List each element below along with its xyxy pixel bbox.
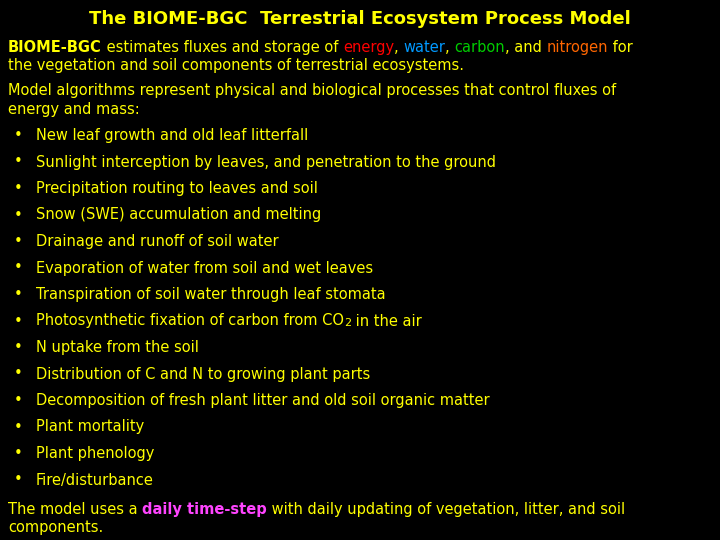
Text: energy: energy	[343, 40, 394, 55]
Text: components.: components.	[8, 520, 103, 535]
Text: ,: ,	[394, 40, 403, 55]
Text: 2: 2	[344, 318, 351, 327]
Text: New leaf growth and old leaf litterfall: New leaf growth and old leaf litterfall	[36, 128, 308, 143]
Text: •: •	[14, 181, 23, 196]
Text: water: water	[403, 40, 445, 55]
Text: the vegetation and soil components of terrestrial ecosystems.: the vegetation and soil components of te…	[8, 58, 464, 73]
Text: Sunlight interception by leaves, and penetration to the ground: Sunlight interception by leaves, and pen…	[36, 154, 496, 170]
Text: Precipitation routing to leaves and soil: Precipitation routing to leaves and soil	[36, 181, 318, 196]
Text: •: •	[14, 420, 23, 435]
Text: Decomposition of fresh plant litter and old soil organic matter: Decomposition of fresh plant litter and …	[36, 393, 490, 408]
Text: Plant phenology: Plant phenology	[36, 446, 154, 461]
Text: •: •	[14, 128, 23, 143]
Text: •: •	[14, 260, 23, 275]
Text: daily time-step: daily time-step	[143, 502, 267, 517]
Text: Plant mortality: Plant mortality	[36, 420, 144, 435]
Text: BIOME-BGC: BIOME-BGC	[8, 40, 102, 55]
Text: Fire/disturbance: Fire/disturbance	[36, 472, 154, 488]
Text: Photosynthetic fixation of carbon from CO: Photosynthetic fixation of carbon from C…	[36, 314, 344, 328]
Text: carbon: carbon	[454, 40, 505, 55]
Text: •: •	[14, 287, 23, 302]
Text: Distribution of C and N to growing plant parts: Distribution of C and N to growing plant…	[36, 367, 370, 381]
Text: ,: ,	[445, 40, 454, 55]
Text: Evaporation of water from soil and wet leaves: Evaporation of water from soil and wet l…	[36, 260, 373, 275]
Text: , and: , and	[505, 40, 546, 55]
Text: •: •	[14, 393, 23, 408]
Text: Snow (SWE) accumulation and melting: Snow (SWE) accumulation and melting	[36, 207, 321, 222]
Text: •: •	[14, 367, 23, 381]
Text: Model algorithms represent physical and biological processes that control fluxes: Model algorithms represent physical and …	[8, 83, 616, 117]
Text: N uptake from the soil: N uptake from the soil	[36, 340, 199, 355]
Text: •: •	[14, 314, 23, 328]
Text: The BIOME-BGC  Terrestrial Ecosystem Process Model: The BIOME-BGC Terrestrial Ecosystem Proc…	[89, 10, 631, 28]
Text: Drainage and runoff of soil water: Drainage and runoff of soil water	[36, 234, 279, 249]
Text: •: •	[14, 207, 23, 222]
Text: •: •	[14, 234, 23, 249]
Text: •: •	[14, 472, 23, 488]
Text: estimates fluxes and storage of: estimates fluxes and storage of	[102, 40, 343, 55]
Text: •: •	[14, 446, 23, 461]
Text: •: •	[14, 154, 23, 170]
Text: in the air: in the air	[351, 314, 422, 328]
Text: with daily updating of vegetation, litter, and soil: with daily updating of vegetation, litte…	[267, 502, 625, 517]
Text: The model uses a: The model uses a	[8, 502, 143, 517]
Text: Transpiration of soil water through leaf stomata: Transpiration of soil water through leaf…	[36, 287, 386, 302]
Text: •: •	[14, 340, 23, 355]
Text: nitrogen: nitrogen	[546, 40, 608, 55]
Text: for: for	[608, 40, 633, 55]
